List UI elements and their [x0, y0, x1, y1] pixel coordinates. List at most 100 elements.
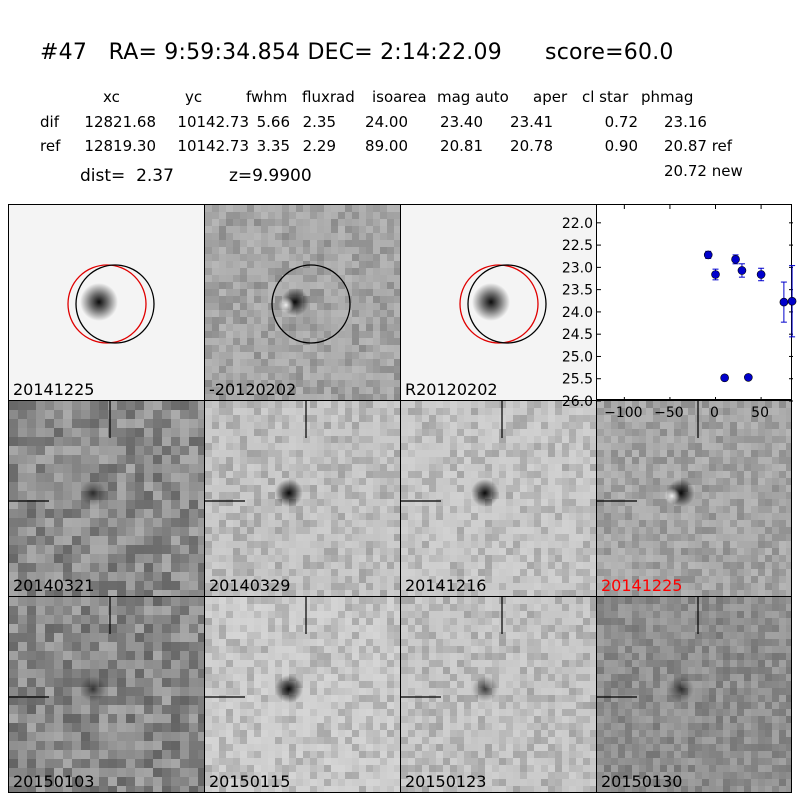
- new-mag: 20.72 new: [664, 162, 743, 180]
- y-tick-label: 24.5: [562, 327, 593, 343]
- y-tick-label: 25.5: [562, 372, 593, 388]
- x-tick-label: 0: [710, 405, 719, 421]
- z-value: z=9.9900: [229, 166, 312, 186]
- column-header: fluxrad: [302, 88, 355, 106]
- light-curve-x-axis: −100 −50 0 50: [604, 405, 769, 421]
- image-stamp: 20150123: [400, 596, 597, 793]
- column-header: cl star: [582, 88, 629, 106]
- stamp-image: [205, 205, 400, 400]
- data-point: [720, 373, 729, 383]
- y-tick-label: 23.0: [562, 260, 593, 276]
- table-cell: 10142.73: [177, 137, 249, 155]
- data-point: [787, 296, 797, 306]
- data-point: [703, 250, 713, 260]
- table-cell: 2.29: [302, 137, 336, 155]
- image-stamp: -20120202: [204, 204, 401, 401]
- stamp-image: [9, 597, 204, 792]
- table-cell: 24.00: [365, 113, 408, 131]
- dist-value: dist= 2.37: [80, 166, 174, 186]
- row-label: dif: [40, 113, 59, 131]
- table-cell: 12819.30: [84, 137, 156, 155]
- black-aperture-circle: [467, 264, 547, 344]
- red-aperture-circle: [459, 264, 539, 344]
- source-blob: [668, 676, 694, 702]
- table-cell: 89.00: [365, 137, 408, 155]
- y-tick-label: 24.0: [562, 305, 593, 321]
- image-stamp: 20140329: [204, 400, 401, 597]
- source-blob: [472, 676, 498, 702]
- table-cell: 20.78: [510, 137, 553, 155]
- image-stamp: 20141216: [400, 400, 597, 597]
- x-tick-label: −100: [604, 405, 642, 421]
- y-tick-label: 23.5: [562, 283, 593, 299]
- stamp-date-label: 20150123: [405, 772, 487, 791]
- stamp-image: [597, 597, 791, 792]
- data-point: [756, 270, 766, 279]
- table-cell: 20.87 ref: [664, 137, 733, 155]
- source-blob: [471, 479, 499, 507]
- table-cell: 10142.73: [177, 113, 249, 131]
- image-stamp: 20141225: [596, 400, 792, 597]
- stamp-date-label: 20140329: [209, 576, 291, 595]
- stamp-date-label: 20140321: [13, 576, 95, 595]
- light-curve-panel: 22.0 22.5 23.0 23.5 24.0 24.5 25.0 25.5 26.0: [562, 204, 797, 410]
- stamp-image: [205, 401, 400, 596]
- image-stamp: 20150130: [596, 596, 792, 793]
- stamp-date-label: -20120202: [209, 380, 297, 399]
- column-header: mag auto: [437, 88, 509, 106]
- dipole-residual: [664, 488, 680, 504]
- column-header: fwhm: [246, 88, 288, 106]
- stamp-date-label: 20150130: [601, 772, 683, 791]
- table-cell: 20.81: [440, 137, 483, 155]
- table-cell: 12821.68: [84, 113, 156, 131]
- source-blob: [80, 480, 106, 506]
- source-blob: [80, 283, 118, 321]
- stamp-date-label: 20141216: [405, 576, 487, 595]
- image-stamp: 20150103: [8, 596, 205, 793]
- column-header: yc: [185, 88, 203, 106]
- red-aperture-circle: [67, 264, 147, 344]
- row-label: ref: [40, 137, 61, 155]
- stamp-image: [67, 264, 155, 344]
- source-blob: [472, 283, 510, 321]
- stamp-image: [401, 597, 596, 792]
- table-cell: 23.40: [440, 113, 483, 131]
- column-header: xc: [103, 88, 120, 106]
- column-header: phmag: [641, 88, 694, 106]
- data-point: [779, 297, 789, 307]
- stamp-date-label: 20141225: [601, 576, 683, 595]
- y-tick-label: 26.0: [562, 394, 593, 410]
- data-point: [744, 373, 753, 382]
- black-aperture-circle: [75, 264, 155, 344]
- data-point: [737, 266, 747, 275]
- x-tick-label: 50: [751, 405, 769, 421]
- table-cell: 23.16: [664, 113, 707, 131]
- y-tick-label: 25.0: [562, 349, 593, 365]
- column-header: isoarea: [372, 88, 427, 106]
- stamp-date-label: 20150115: [209, 772, 291, 791]
- column-header: aper: [533, 88, 568, 106]
- table-cell: 23.41: [510, 113, 553, 131]
- data-point: [731, 255, 740, 264]
- image-stamp: 20140321: [8, 400, 205, 597]
- source-blob: [80, 676, 106, 702]
- y-tick-label: 22.5: [562, 238, 593, 254]
- stamp-image: [459, 264, 547, 344]
- image-stamp: 20150115: [204, 596, 401, 793]
- stamp-image: [9, 401, 204, 596]
- image-stamp: 20141225: [8, 204, 205, 401]
- source-blob: [275, 479, 303, 507]
- table-cell: 5.66: [256, 113, 290, 131]
- stamp-image: [205, 597, 400, 792]
- light-curve-chart: 22.0 22.5 23.0 23.5 24.0 24.5 25.0 25.5 26.0: [562, 205, 797, 410]
- x-tick-label: −50: [654, 405, 684, 421]
- stamp-date-label: 20141225: [13, 380, 95, 399]
- black-aperture-circle: [271, 264, 351, 344]
- dipole-residual: [278, 297, 294, 313]
- y-tick-label: 22.0: [562, 216, 593, 232]
- candidate-title: #47 RA= 9:59:34.854 DEC= 2:14:22.09 scor…: [40, 40, 674, 65]
- table-cell: 2.35: [302, 113, 336, 131]
- table-cell: 3.35: [256, 137, 290, 155]
- source-blob: [275, 675, 303, 703]
- table-cell: 0.90: [604, 137, 638, 155]
